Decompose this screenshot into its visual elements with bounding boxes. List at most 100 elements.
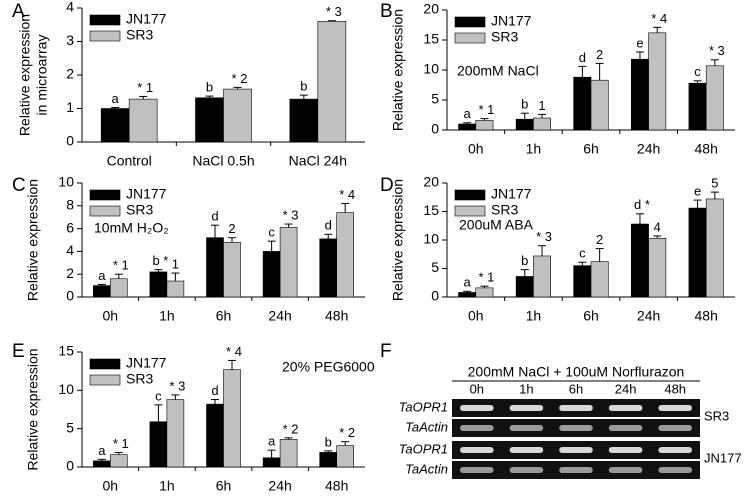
gel-band xyxy=(608,447,643,453)
bar xyxy=(319,452,338,468)
x-tick-label: 6h xyxy=(216,308,232,324)
annotation: b xyxy=(521,97,528,112)
annotation: 4 xyxy=(654,219,661,234)
legend-swatch xyxy=(89,374,121,386)
gel-band xyxy=(608,425,643,431)
y-tick-label: 10 xyxy=(58,174,74,190)
annotation: * 4 xyxy=(651,11,667,26)
annotation: b xyxy=(300,79,307,94)
legend-label: SR3 xyxy=(126,371,153,387)
y-tick-label: 0 xyxy=(431,121,439,137)
legend-label: JN177 xyxy=(126,11,167,27)
legend-swatch xyxy=(89,14,121,26)
y-tick-label: 2 xyxy=(66,66,74,82)
legend-label: SR3 xyxy=(126,27,153,43)
lane-label: 1h xyxy=(519,381,533,396)
y-tick-label: 0 xyxy=(66,458,74,474)
annotation: * 2 xyxy=(232,71,248,86)
annotation: 2 xyxy=(596,232,603,247)
bar xyxy=(206,403,224,468)
y-tick-label: 15 xyxy=(423,202,439,218)
annotation: c xyxy=(694,64,701,79)
legend-swatch xyxy=(454,189,486,201)
annotation: * 1 xyxy=(113,436,129,451)
bar xyxy=(262,251,281,298)
bar xyxy=(458,123,477,131)
lane-label: 48h xyxy=(664,381,686,396)
x-tick-label: 48h xyxy=(325,308,348,324)
annotation: a xyxy=(98,268,106,283)
y-tick-label: 10 xyxy=(423,231,439,247)
x-tick-label: 6h xyxy=(583,308,599,324)
y-tick-label: 5 xyxy=(431,259,439,275)
y-tick-label: 8 xyxy=(66,197,74,213)
annotation: * 1 xyxy=(478,270,494,285)
annotation: d * xyxy=(634,197,650,212)
y-tick-label: 4 xyxy=(66,242,74,258)
bar xyxy=(128,98,158,143)
gel-band xyxy=(658,425,692,431)
gel-band xyxy=(509,467,544,473)
lane-label: 6h xyxy=(569,381,583,396)
annotation: * 3 xyxy=(536,229,552,244)
gel-band xyxy=(559,405,593,411)
legend-swatch xyxy=(454,16,486,28)
annotation: b * xyxy=(152,253,168,268)
panel-letter: E xyxy=(12,341,25,362)
y-axis-label: in microarray xyxy=(34,35,50,116)
bar xyxy=(262,457,281,468)
annotation: d xyxy=(211,383,218,398)
x-tick-label: NaCl 24h xyxy=(289,153,347,169)
condition-label: 200mM NaCl xyxy=(457,63,539,79)
annotation: 5 xyxy=(711,176,718,191)
annotation: c xyxy=(155,388,162,403)
x-tick-label: 1h xyxy=(526,308,542,324)
legend-swatch xyxy=(454,205,486,217)
bar xyxy=(573,265,592,298)
legend-label: JN177 xyxy=(126,355,167,371)
y-axis-label: Relative expression xyxy=(17,14,33,136)
x-tick-label: 48h xyxy=(695,141,718,157)
bar xyxy=(515,276,534,298)
gel-band xyxy=(658,467,692,473)
gel-band xyxy=(460,425,494,431)
condition-label: 10mM H₂O₂ xyxy=(94,220,169,236)
gel-band xyxy=(460,467,494,473)
bar xyxy=(166,399,185,468)
legend-swatch xyxy=(89,358,121,370)
gel-band xyxy=(460,447,494,453)
bar xyxy=(100,108,130,143)
y-tick-label: 15 xyxy=(58,343,74,359)
bar xyxy=(206,237,224,298)
bar xyxy=(475,287,494,298)
x-tick-label: 0h xyxy=(103,478,119,494)
bar xyxy=(336,445,354,468)
condition-label: 200uM ABA xyxy=(459,217,534,233)
bar xyxy=(336,212,354,298)
annotation: a xyxy=(112,91,120,106)
panel-letter: B xyxy=(380,1,393,22)
annotation: * 3 xyxy=(709,43,725,58)
y-tick-label: 5 xyxy=(431,91,439,107)
annotation: a xyxy=(464,275,472,290)
gel-title: 200mM NaCl + 100uM Norflurazon xyxy=(468,364,685,380)
bar xyxy=(705,65,724,131)
bar xyxy=(590,261,609,298)
bar xyxy=(648,237,667,298)
annotation: b xyxy=(521,253,528,268)
panel-letter: C xyxy=(12,175,26,196)
annotation: * 2 xyxy=(283,421,299,436)
bar xyxy=(688,82,707,131)
panel-letter: F xyxy=(380,341,392,362)
annotation: b xyxy=(206,80,213,95)
annotation: 1 xyxy=(172,256,179,271)
gel-band xyxy=(608,467,643,473)
bar xyxy=(289,98,319,143)
bar xyxy=(475,120,494,131)
x-tick-label: 48h xyxy=(325,478,348,494)
annotation: d xyxy=(579,50,586,65)
annotation: 2 xyxy=(596,47,603,62)
x-tick-label: 1h xyxy=(159,308,175,324)
y-tick-label: 5 xyxy=(66,419,74,435)
x-tick-label: 1h xyxy=(526,141,542,157)
